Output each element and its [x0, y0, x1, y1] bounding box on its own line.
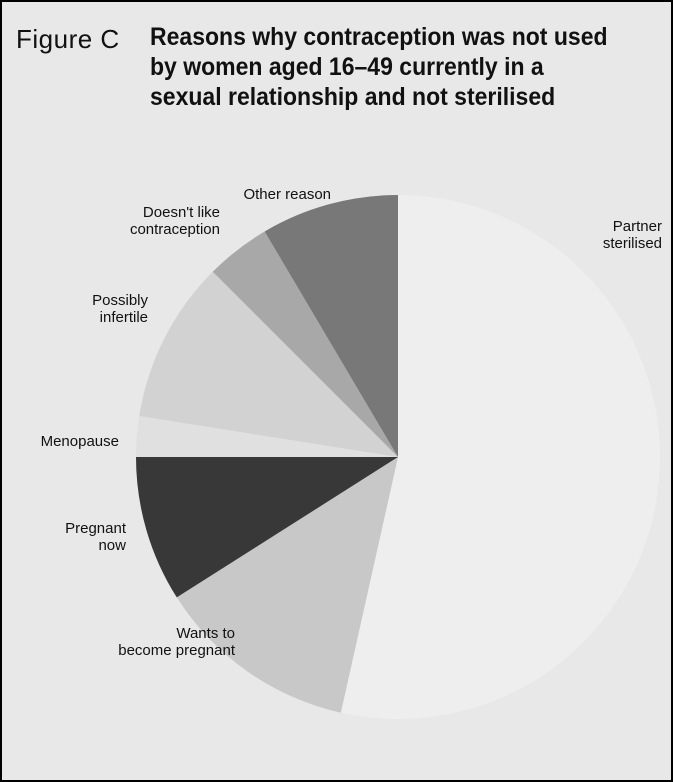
slice-label-possibly-infertile: Possibly infertile — [92, 292, 148, 326]
slice-label-menopause: Menopause — [41, 433, 119, 450]
pie-slice-pregnant-now — [136, 457, 398, 598]
figure-label: Figure C — [16, 24, 120, 54]
pie-slice-menopause — [136, 416, 398, 457]
pie-slices — [136, 195, 661, 719]
pie-slice-wants-to-become-pregnant — [176, 457, 398, 713]
pie-labels: Partner sterilised Wants to become pregnant… — [41, 186, 662, 659]
pie-slice-other-reason — [264, 195, 398, 457]
slice-label-doesn-t-like-contraception: Doesn't like contraception — [130, 204, 220, 238]
pie-slice-doesn-t-like-contraception — [212, 231, 398, 457]
slice-label-partner-sterilised: Partner sterilised — [603, 218, 662, 252]
chart-title: Reasons why contraception was not used b… — [150, 23, 608, 111]
pie-slice-partner-sterilised — [340, 195, 661, 719]
slice-label-other-reason: Other reason — [243, 186, 331, 203]
pie-slice-possibly-infertile — [139, 271, 399, 457]
slice-label-wants-to-become-pregnant: Wants to become pregnant — [118, 625, 236, 659]
slice-label-pregnant-now: Pregnant now — [65, 520, 127, 554]
